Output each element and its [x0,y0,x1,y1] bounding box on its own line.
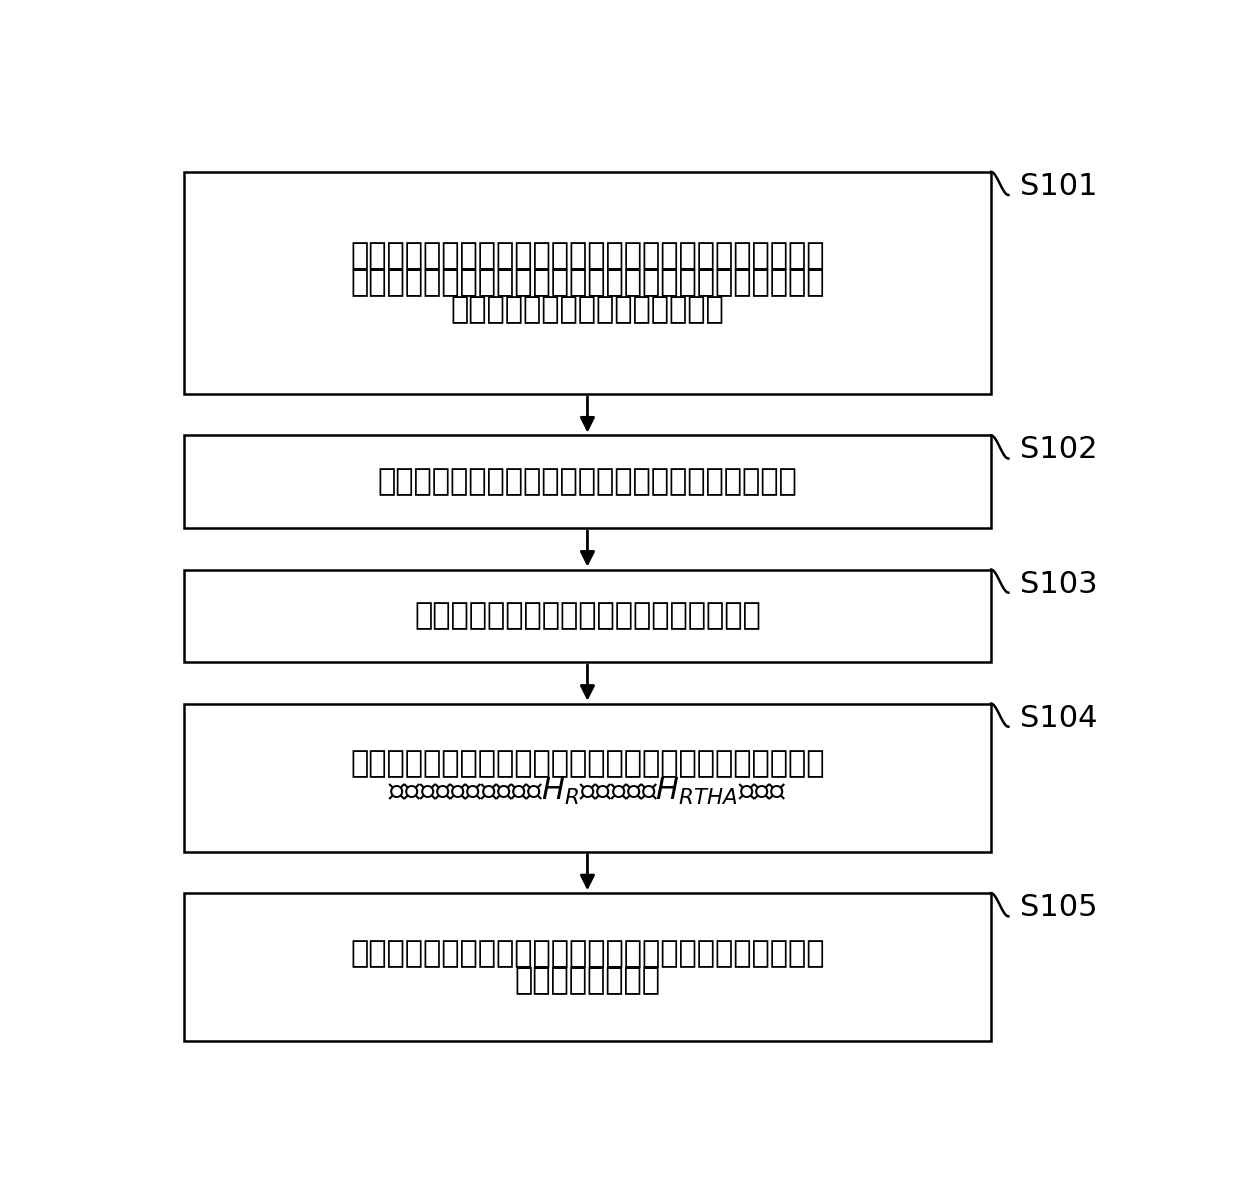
Text: S104: S104 [1019,704,1097,733]
Text: 基于环境温度对背压的影响得到汽轮机背压: 基于环境温度对背压的影响得到汽轮机背压 [414,602,761,631]
Text: 入口烟气温度，并根据所述空气预热器入口风温和空气预热: 入口烟气温度，并根据所述空气预热器入口风温和空气预热 [350,268,825,298]
Text: 根据所述锅炉排烟温度计算锅炉排烟热损失的变化量: 根据所述锅炉排烟温度计算锅炉排烟热损失的变化量 [377,467,797,496]
Text: 根据锅炉排烟热损失的变化量及所述差值计算环境温度对机: 根据锅炉排烟热损失的变化量及所述差值计算环境温度对机 [350,939,825,968]
Text: 器入口烟气温度计算锅炉排烟温度: 器入口烟气温度计算锅炉排烟温度 [450,295,724,324]
Text: S105: S105 [1019,894,1097,922]
Text: 轮机背压下的实际热耗$H_R$与设计热耗$H_{RTHA}$的差值: 轮机背压下的实际热耗$H_R$与设计热耗$H_{RTHA}$的差值 [388,776,787,807]
Text: S103: S103 [1019,569,1097,598]
Text: 组煤耗的影响总量: 组煤耗的影响总量 [515,967,661,996]
Text: S102: S102 [1019,436,1097,465]
Text: S101: S101 [1019,172,1097,201]
Text: 在设定环境温度下，获取空气预热器入口风温和空气预热器: 在设定环境温度下，获取空气预热器入口风温和空气预热器 [350,241,825,270]
Text: 根据所述汽轮机背压查找汽轮机背压修正曲线，获得所述汽: 根据所述汽轮机背压查找汽轮机背压修正曲线，获得所述汽 [350,749,825,778]
